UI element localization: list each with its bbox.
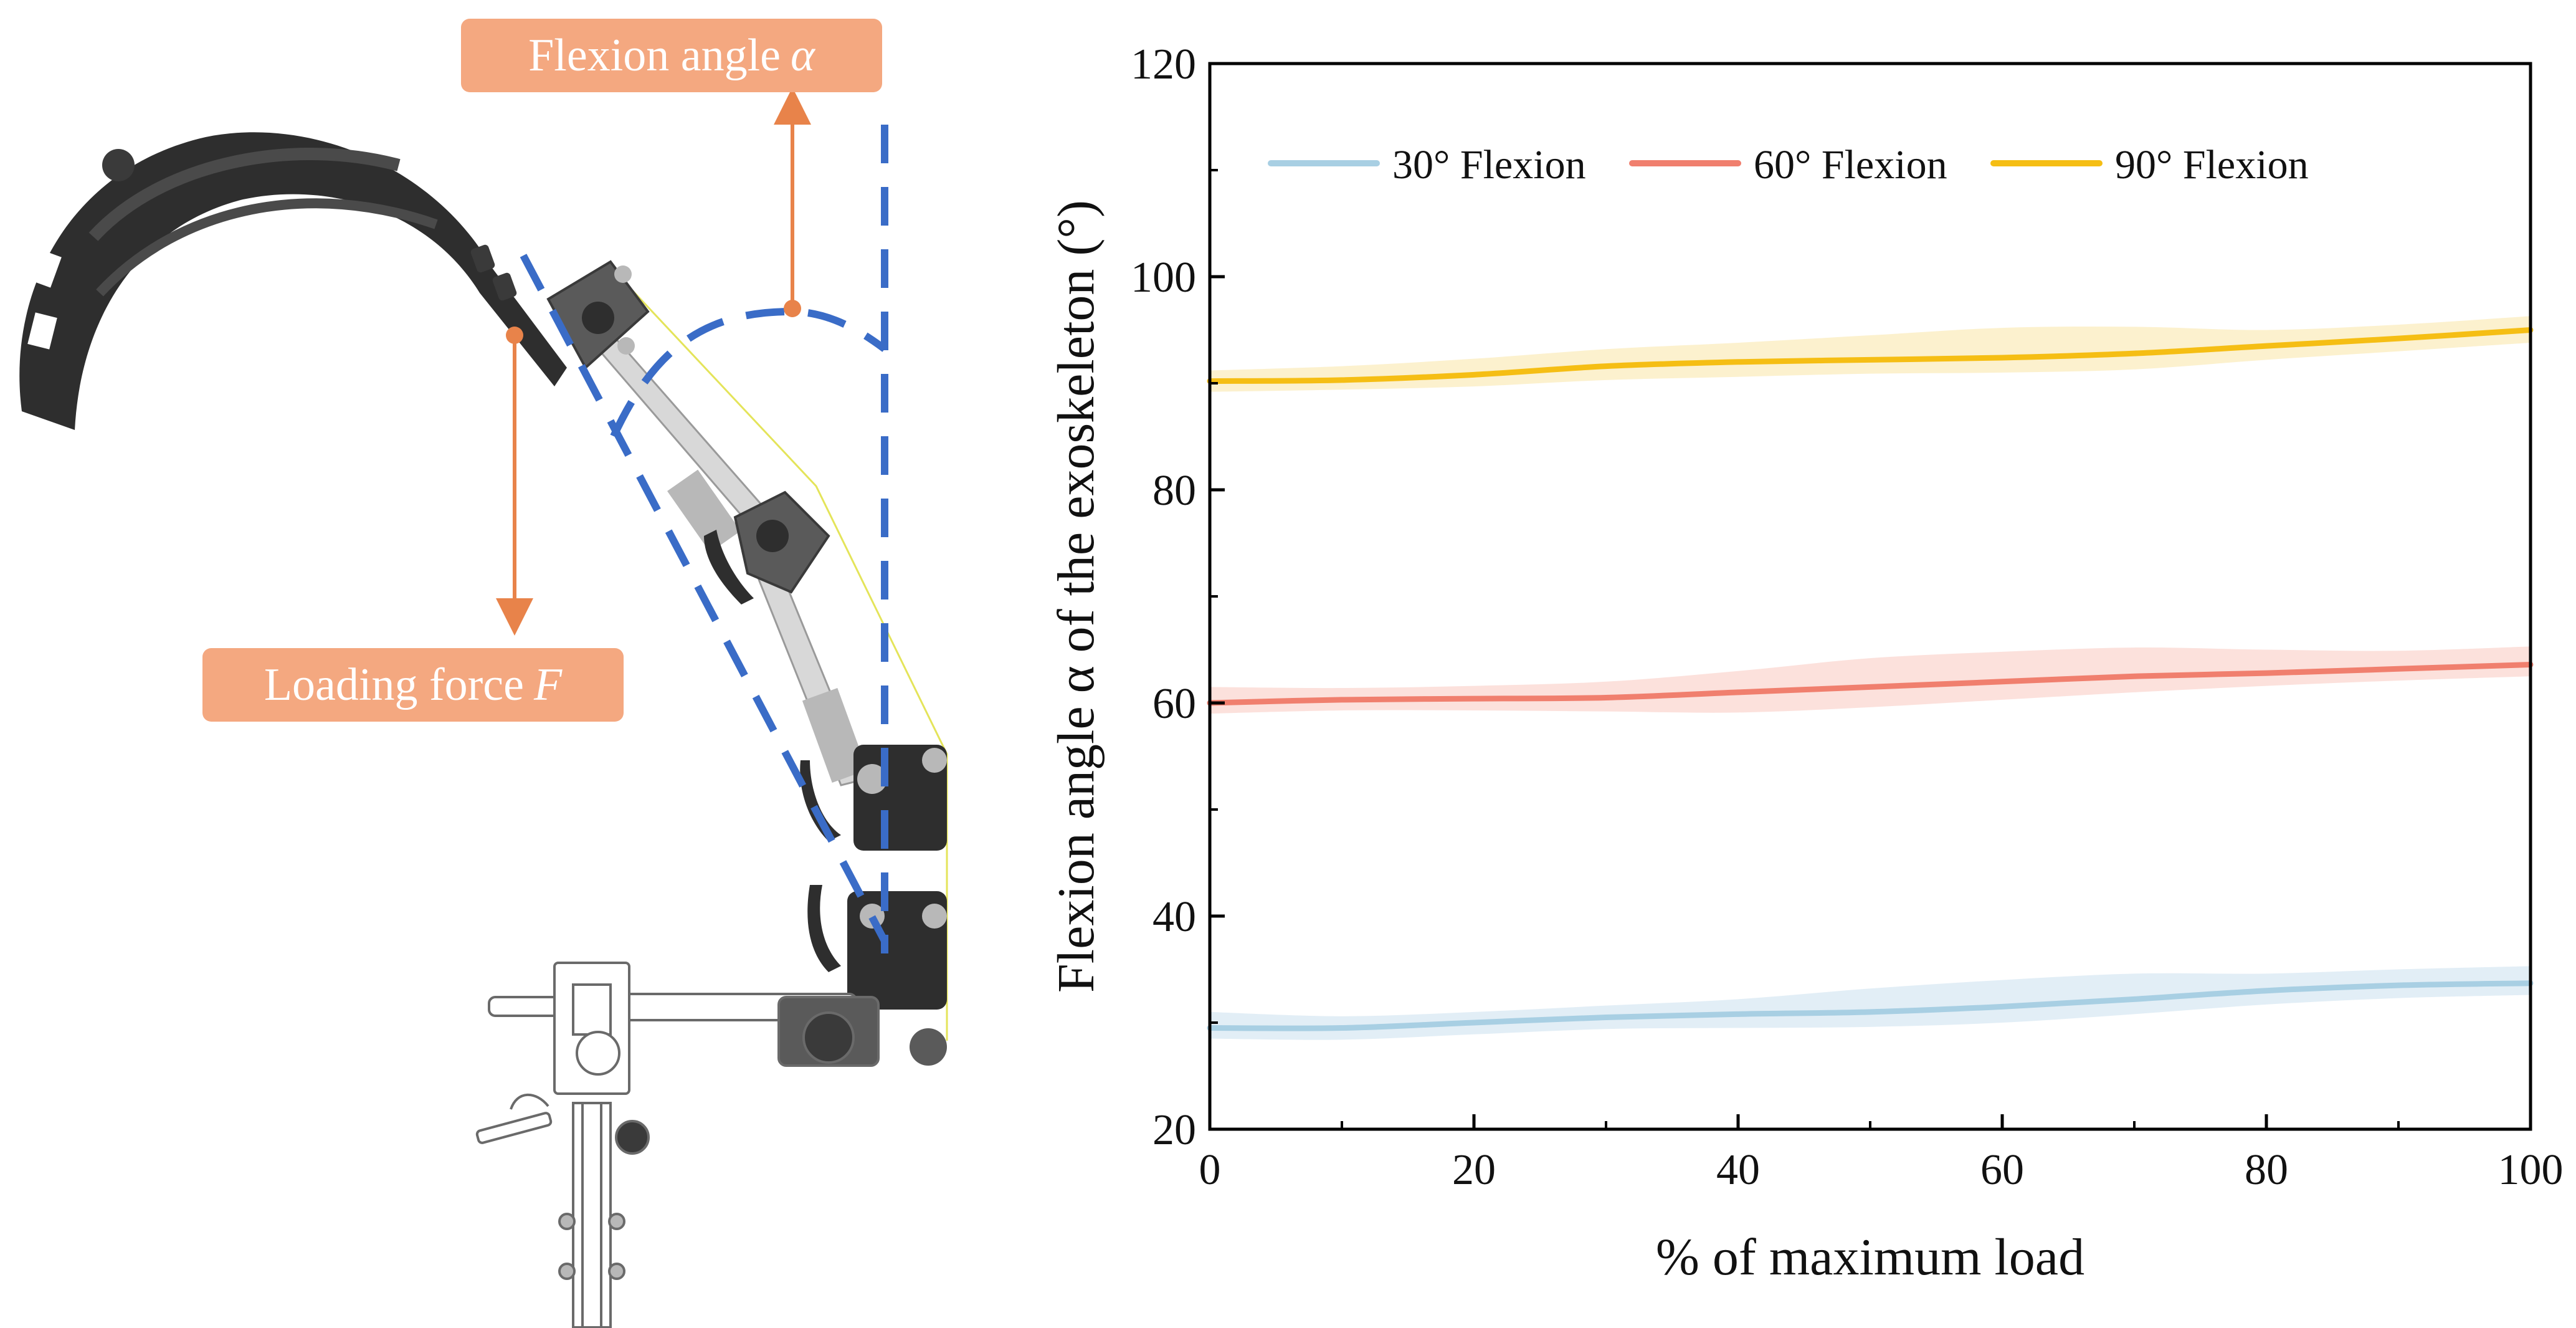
band-2 [1210,646,2531,714]
cuff-slot-2 [27,312,57,350]
force-label: Loading force [264,659,524,710]
outline-line [622,279,948,1041]
series-line-1 [1207,980,2534,1031]
y-tick-label: 40 [1153,893,1196,941]
joint-1 [546,260,650,370]
force-symbol: F [533,659,563,710]
x-tick-label: 80 [2245,1146,2288,1194]
x-tick-label: 20 [1452,1146,1496,1194]
flexion-angle-callout: Flexion angle α [461,19,882,92]
x-axis-ticks: 0 20 40 60 80 100 [1199,1114,2564,1194]
y-tick-label: 120 [1131,41,1196,88]
base-mount [475,962,880,1328]
flexion-symbol: α [791,29,815,81]
force-arrow [496,327,533,636]
x-axis-label: % of maximum load [1656,1228,2084,1286]
series-line-3 [1207,327,2534,385]
y-axis-label: Flexion angle α of the exoskeleton (°) [1047,200,1105,993]
series-lines [1207,327,2534,1031]
flexion-guides [520,125,888,953]
y-tick-label: 80 [1153,467,1196,515]
cuff-knob [102,149,135,181]
x-tick-label: 0 [1199,1146,1221,1194]
arm-cuff [19,132,567,430]
y-axis-ticks: 20 40 60 80 100 120 [1131,41,1225,1154]
loading-force-callout: Loading force F [202,648,624,722]
series-line-2 [1207,661,2534,706]
legend-label-1: 30° Flexion [1392,142,1586,188]
y-tick-label: 100 [1131,254,1196,302]
flexion-label: Flexion angle [528,29,781,81]
y-tick-label: 20 [1153,1106,1196,1154]
x-tick-label: 40 [1716,1146,1760,1194]
y-tick-label: 60 [1153,680,1196,728]
confidence-bands [1210,316,2531,1040]
legend-label-3: 90° Flexion [2115,142,2309,188]
band-1 [1210,966,2531,1040]
joint-2 [704,490,830,604]
cuff-slot-1 [29,249,62,288]
x-tick-label: 100 [2498,1146,2564,1194]
legend-label-2: 60° Flexion [1754,142,1947,188]
exoskeleton-diagram [19,87,948,1328]
legend: 30° Flexion 60° Flexion 90° Flexion [1268,142,2309,188]
plot-frame [1208,62,2532,1131]
joint-3 [800,745,947,851]
angle-arrow [774,87,811,317]
x-tick-label: 60 [1980,1146,2024,1194]
